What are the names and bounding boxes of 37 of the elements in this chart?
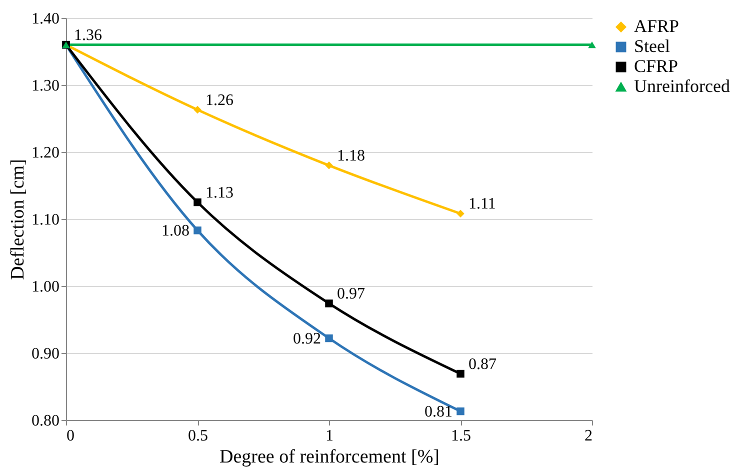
point: [456, 407, 464, 416]
y-tick-label: 1.00: [32, 278, 60, 296]
x-tick-label: 1: [326, 428, 334, 444]
data-label: 1.36: [74, 26, 102, 44]
x-tick-label: 1.5: [451, 428, 471, 444]
legend-label: AFRP: [634, 16, 680, 36]
y-tick-label: 1.40: [32, 10, 60, 28]
y-tick-label: 0.90: [32, 346, 60, 362]
point: [325, 300, 333, 308]
data-label: 0.87: [468, 356, 496, 373]
legend-label: Unreinforced: [634, 76, 730, 96]
data-label: 1.13: [206, 184, 234, 202]
data-label: 1.11: [468, 196, 496, 213]
y-tick-label: 1.30: [32, 78, 60, 94]
y-tick-label: 0.80: [32, 412, 60, 430]
data-label: 0.92: [293, 330, 321, 348]
point: [456, 370, 464, 378]
point: [456, 210, 464, 218]
data-label: 1.08: [162, 222, 190, 240]
y-axis-title: Deflection [cm]: [8, 159, 28, 280]
data-label: 1.26: [206, 92, 234, 109]
y-tick-label: 1.20: [32, 144, 60, 162]
x-tick-label: 0.5: [188, 428, 208, 444]
x-tick-label: 2: [584, 428, 592, 444]
data-label: 0.81: [424, 403, 452, 420]
legend-label: CFRP: [634, 56, 678, 76]
point: [194, 226, 202, 234]
y-tick-label: 1.10: [32, 212, 60, 228]
data-label: 1.18: [337, 147, 365, 164]
x-tick-label: 0: [66, 428, 74, 444]
x-axis-title: Degree of reinforcement [%]: [220, 446, 440, 468]
point: [194, 198, 202, 206]
point: [325, 162, 333, 170]
data-label: 0.97: [337, 285, 365, 302]
point: [194, 106, 202, 114]
point: [325, 334, 333, 342]
legend-label: Steel: [634, 36, 670, 56]
